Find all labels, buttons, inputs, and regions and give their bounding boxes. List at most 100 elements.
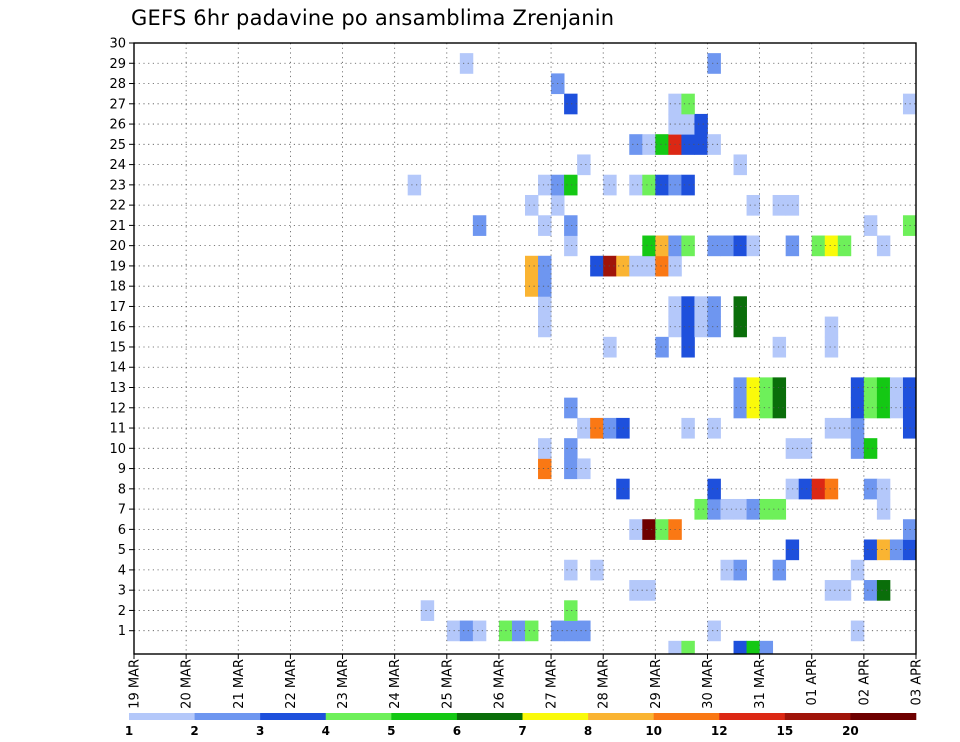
y-tick-label: 7 [118,503,126,518]
x-tick-label: 20 MAR [180,659,195,709]
heat-cell [863,539,878,561]
heat-cell [889,377,904,399]
y-tick-label: 4 [118,563,126,578]
y-tick-label: 1 [118,624,126,639]
heat-cell [577,458,591,480]
heat-cell [863,580,878,601]
heat-cell [564,620,578,642]
heat-cell [876,498,891,520]
heat-cell [681,640,695,655]
heat-cell [564,93,578,115]
heat-cell [863,478,878,500]
heat-cell [733,235,747,257]
heat-cell [681,113,695,135]
heat-cell [459,620,474,642]
x-axis-ticks: 19 MAR 20 MAR 21 MAR 22 MAR 23 MAR 24 MAR 25 M… [128,654,925,709]
heat-cell [733,296,747,317]
heat-cell [759,377,774,399]
legend-swatch [522,713,589,720]
x-tick-label: 25 MAR [440,659,455,709]
heat-cell [746,377,760,399]
legend-swatch [850,713,917,720]
legend-label: 2 [190,724,198,738]
heat-cell [603,255,617,277]
heat-cell [642,519,656,540]
y-tick-label: 3 [118,584,126,599]
heat-cell [655,519,669,540]
heat-cell [525,255,539,277]
heat-cell [655,336,669,358]
heat-cell [707,620,721,642]
y-tick-label: 12 [109,401,126,416]
heat-cell [772,559,787,581]
heat-cell [577,620,591,642]
y-tick-label: 14 [109,361,126,376]
y-tick-label: 28 [109,77,126,92]
heat-cell [707,478,721,500]
heat-cell [850,397,865,419]
heat-cell [707,235,721,257]
heat-cell [707,53,721,74]
color-legend: 1 2 3 4 5 6 7 8 10 12 15 20 [125,713,917,738]
heat-cell [876,478,891,500]
legend-swatch [325,713,392,720]
heat-cell [798,438,813,459]
y-tick-label: 22 [109,199,126,214]
x-tick-label: 31 MAR [753,659,768,709]
heat-cell [681,336,695,358]
x-tick-label: 29 MAR [649,659,664,709]
heat-cell [681,417,695,439]
heat-cell [629,255,643,277]
heat-cell [746,640,760,655]
heat-cell [577,154,591,176]
legend-label: 5 [387,724,395,738]
legend-swatch [129,713,195,720]
x-tick-label: 24 MAR [388,659,403,709]
y-tick-label: 20 [109,239,126,254]
heat-cell [824,580,839,601]
y-tick-label: 19 [109,259,126,274]
y-tick-label: 6 [118,523,126,538]
x-tick-label: 03 APR [910,659,925,705]
heat-cell [564,458,578,480]
legend-label: 8 [584,724,592,738]
heat-cell [603,174,617,196]
heat-cell [824,316,839,338]
heat-cell [850,559,865,581]
y-tick-label: 17 [109,300,126,315]
heat-cell [772,194,787,216]
heatmap-cells [407,53,917,655]
heat-cell [811,478,826,500]
heat-cell [850,620,865,642]
heat-cell [889,397,904,419]
heat-cell [629,519,643,540]
x-tick-label: 02 APR [857,659,872,705]
heat-cell [707,296,721,317]
legend-label: 1 [125,724,133,738]
x-tick-label: 26 MAR [492,659,507,709]
y-tick-label: 5 [118,543,126,558]
y-tick-label: 26 [109,118,126,133]
heat-cell [824,235,839,257]
y-tick-label: 11 [109,422,126,437]
heat-cell [472,620,487,642]
legend-label: 20 [842,724,859,738]
heat-cell [759,397,774,419]
y-tick-label: 25 [109,138,126,153]
heat-cell [681,235,695,257]
grid-lines [133,42,917,654]
heat-cell [538,255,552,277]
heat-cell [472,215,487,236]
heat-cell [850,438,865,459]
heat-cell [668,640,682,655]
heat-cell [577,417,591,439]
y-tick-label: 13 [109,381,126,396]
heat-cell [629,134,643,155]
heat-cell [746,498,760,520]
heat-cell [420,600,435,621]
heat-cell [876,397,891,419]
x-tick-label: 22 MAR [284,659,299,709]
heat-cell [772,377,787,399]
heat-cell [564,600,578,621]
